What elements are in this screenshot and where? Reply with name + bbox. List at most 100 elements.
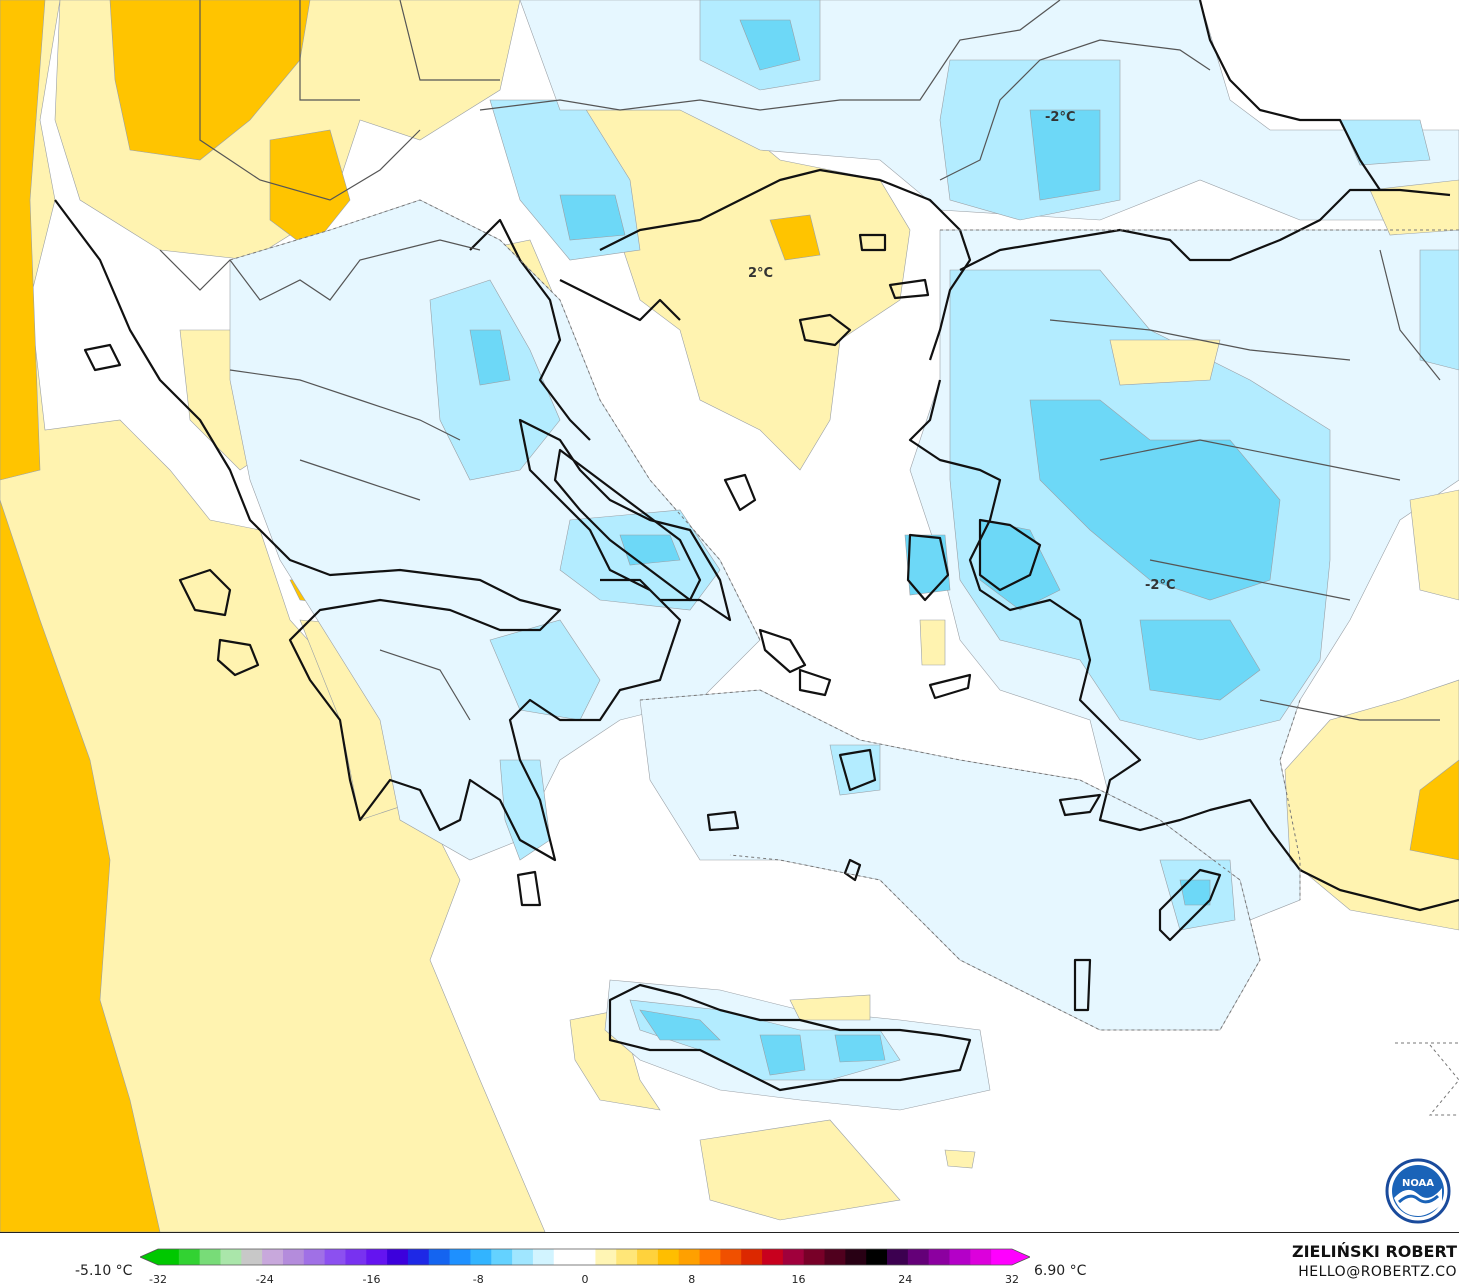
coastline-kythira	[516, 870, 542, 907]
author-email: HELLO@ROBERTZ.CO	[1298, 1264, 1457, 1280]
coastline-ikaria	[928, 673, 972, 700]
color-scale-swatch	[324, 1249, 346, 1265]
cool-core-thrace	[1029, 109, 1101, 201]
cool-core-rhodes	[1179, 879, 1211, 906]
color-scale-swatch	[158, 1249, 180, 1265]
strong-warm-patch	[269, 129, 351, 251]
color-scale-swatch	[512, 1249, 534, 1265]
coastline-lemnos	[798, 313, 852, 347]
cool-core-bulgaria	[739, 19, 801, 71]
color-scale-swatch	[762, 1249, 784, 1265]
color-scale-swatch	[678, 1249, 701, 1265]
color-scale-swatch	[449, 1249, 471, 1265]
warm-patch-turkey	[1109, 339, 1221, 386]
cool-deep-crete	[639, 1009, 721, 1041]
border-albania-greece	[159, 239, 481, 301]
color-scale-swatch	[928, 1249, 951, 1265]
strong-warm-land-north	[109, 0, 311, 161]
cool-deep-crete-2	[759, 1034, 806, 1076]
color-scale-tick-label: -32	[149, 1273, 167, 1286]
warm-patch-south	[789, 994, 871, 1021]
color-scale-outline	[140, 1248, 1030, 1266]
coastline-zakynthos	[216, 638, 260, 677]
coastline-santorini	[843, 858, 862, 882]
border-greece-bulgaria	[479, 0, 1061, 111]
color-scale-swatch	[491, 1249, 513, 1265]
warm-area-north-aegean	[559, 109, 911, 471]
coastline-northern-aegean	[469, 168, 972, 441]
color-scale-swatch	[199, 1249, 221, 1265]
border-regions-greece	[229, 369, 471, 721]
strong-warm-southeast	[1409, 759, 1459, 861]
color-scale-swatch	[637, 1249, 659, 1265]
color-scale-swatch	[282, 1249, 305, 1265]
color-scale-tick-label: -24	[255, 1273, 274, 1286]
warm-patch-libyan-sea	[699, 1119, 901, 1221]
strong-warm-sea-west	[0, 499, 161, 1232]
color-scale-swatch	[699, 1249, 721, 1265]
warm-sea-area	[0, 0, 546, 1232]
color-scale-swatch	[887, 1249, 909, 1265]
color-scale-tick-label: 8	[688, 1273, 696, 1286]
noaa-logo: NOAA	[1385, 1158, 1451, 1224]
color-scale-swatch	[657, 1249, 680, 1265]
color-scale-swatch	[595, 1249, 617, 1265]
country-borders	[159, 0, 1441, 721]
contour-label-anatolia: -2°C	[1145, 578, 1176, 593]
warm-patch-cyclades	[919, 619, 946, 666]
color-scale-swatch	[866, 1249, 888, 1265]
coastline-lesbos	[978, 518, 1042, 592]
noaa-logo-text: NOAA	[1402, 1178, 1434, 1189]
coastline-milos	[706, 810, 740, 832]
cool-area-east-edge	[1419, 249, 1459, 371]
color-scale-swatch	[720, 1249, 742, 1265]
color-scale-swatch	[470, 1249, 492, 1265]
border-bulgaria-turkey	[939, 39, 1211, 181]
cool-core-attica	[619, 534, 681, 566]
color-scale-swatch	[782, 1249, 805, 1265]
coastline-skyros	[723, 473, 757, 512]
coastline-kos	[1058, 793, 1102, 817]
cool-deep-crete-3	[834, 1034, 886, 1063]
color-scale-swatch	[178, 1249, 201, 1265]
coastline-turkey-west	[908, 379, 1459, 912]
coastline-andros	[758, 628, 807, 674]
color-scale-swatch	[407, 1249, 430, 1265]
color-scale-tick-label: 0	[581, 1273, 589, 1286]
legend-bar: -5.10 °C -32 -24 -16 -8 0 8 16 24 32 6.90 °C ZIE…	[0, 1232, 1459, 1287]
color-scale-swatch	[824, 1249, 846, 1265]
color-scale-tick-label: 24	[898, 1273, 913, 1286]
color-scale-swatch	[303, 1249, 326, 1265]
border-regions-north	[199, 0, 500, 201]
warm-patch-east	[1409, 489, 1459, 601]
contour-label-thrace: -2°C	[1045, 110, 1076, 125]
color-scale-max-arrow	[1012, 1249, 1030, 1265]
color-scale-swatch	[907, 1249, 930, 1265]
cool-area-peloponnese-east	[489, 619, 601, 721]
cool-patch-black-sea	[1339, 119, 1431, 166]
cool-core-anatolia-2	[1139, 619, 1261, 701]
color-scale-swatch	[741, 1249, 763, 1265]
color-scale-swatch	[949, 1249, 971, 1265]
color-scale-min-arrow	[140, 1249, 158, 1265]
legend-min-value: -5.10 °C	[75, 1263, 133, 1279]
color-scale-swatch	[991, 1249, 1013, 1265]
author-credit: ZIELIŃSKI ROBERT	[1291, 1242, 1457, 1261]
contour-line-1	[229, 199, 761, 641]
color-scale-tick-label: -8	[472, 1273, 484, 1286]
color-scale-swatch	[532, 1249, 555, 1265]
warm-patch-south-2	[944, 1149, 976, 1169]
warm-patch-small	[769, 214, 821, 261]
coastline-black-sea	[1198, 0, 1381, 191]
contour-label-north-aegean: 2°C	[748, 266, 774, 281]
color-scale-swatch	[803, 1249, 826, 1265]
color-scale-swatch	[220, 1249, 242, 1265]
contour-line-4	[1279, 699, 1301, 900]
legend-max-value: 6.90 °C	[1034, 1263, 1087, 1279]
strong-warm-sea-strip	[0, 0, 46, 481]
contour-lines	[229, 199, 1459, 1116]
coastlines	[54, 0, 1459, 1092]
color-scale-swatch	[387, 1249, 409, 1265]
coastline-euboea	[553, 448, 702, 602]
contour-line-2	[639, 689, 1261, 1031]
